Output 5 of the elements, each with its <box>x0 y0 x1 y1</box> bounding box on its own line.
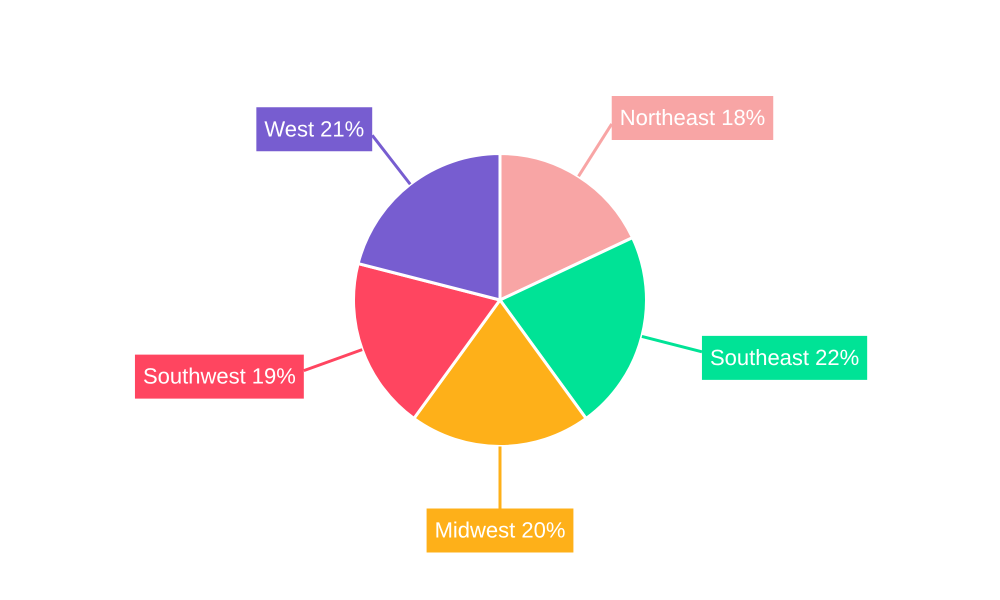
slice-label: Midwest 20% <box>434 518 566 543</box>
slice-label: West 21% <box>264 116 364 142</box>
slice-label: Southeast 22% <box>710 344 860 370</box>
slice-label: Southwest 19% <box>142 364 296 389</box>
slice-label: Northeast 18% <box>620 105 766 130</box>
